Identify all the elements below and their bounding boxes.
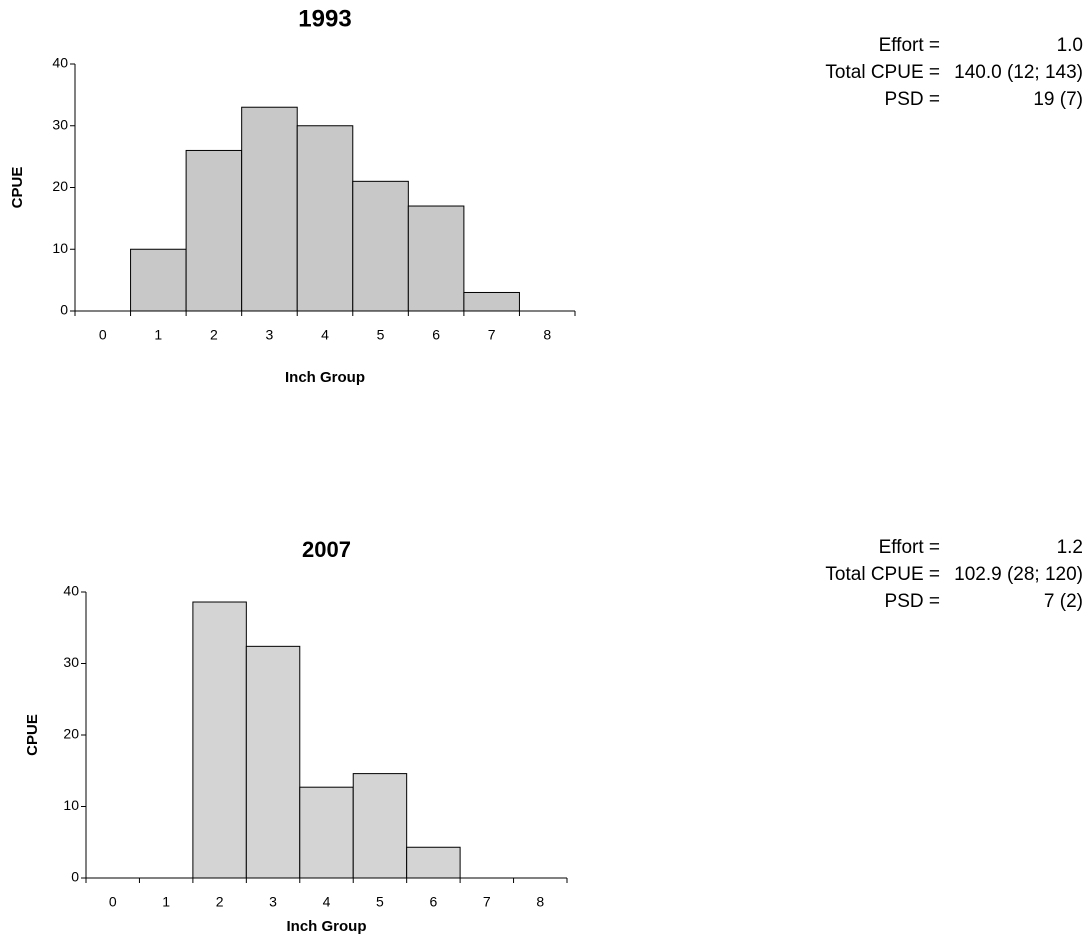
y-tick-label: 40 [63,583,79,599]
bar [130,248,187,312]
x-tick-label: 0 [109,894,117,910]
x-tick-label: 3 [266,327,274,343]
y-tick-label: 40 [52,55,68,71]
stat-label: PSD = [885,591,940,612]
x-tick-label: 5 [377,327,385,343]
x-tick-label: 7 [488,327,496,343]
bar [245,645,301,879]
y-tick-label: 30 [63,654,79,670]
bar [192,601,247,879]
x-tick-label: 7 [483,894,491,910]
x-tick-label: 6 [429,894,437,910]
y-tick-label: 30 [52,116,68,132]
x-tick-label: 2 [210,327,218,343]
y-tick-label: 10 [63,797,79,813]
bar [299,786,354,879]
y-tick-label: 20 [63,726,79,742]
bar [296,125,354,312]
stat-label: PSD = [885,89,940,110]
bar [352,773,408,879]
x-tick-label: 4 [321,327,329,343]
y-tick-label: 20 [52,178,68,194]
stat-label: Total CPUE = [825,62,940,83]
y-axis-label: CPUE [9,167,26,209]
stat-label: Total CPUE = [825,564,940,585]
stat-value: 140.0 (12; 143) [954,62,1083,83]
stat-label: Effort = [879,35,940,56]
stat-value: 102.9 (28; 120) [954,564,1083,585]
bar [185,149,243,312]
bar [406,846,461,879]
x-tick-label: 3 [269,894,277,910]
stat-value: 1.0 [1057,35,1083,56]
chart-title: 1993 [298,5,351,32]
x-tick-label: 8 [536,894,544,910]
bar [241,106,298,312]
stat-value: 1.2 [1057,537,1083,558]
stat-value: 19 (7) [1033,89,1083,110]
x-tick-label: 0 [99,327,107,343]
bar [352,180,409,312]
bar [407,205,465,312]
y-axis-label: CPUE [24,714,41,756]
y-tick-label: 10 [52,240,68,256]
x-tick-label: 8 [543,327,551,343]
y-tick-label: 0 [60,302,68,318]
x-axis-label: Inch Group [285,369,365,386]
x-tick-label: 1 [154,327,162,343]
x-tick-label: 6 [432,327,440,343]
stat-label: Effort = [879,537,940,558]
x-tick-label: 4 [323,894,331,910]
bar [463,291,520,312]
x-tick-label: 2 [216,894,224,910]
x-axis-label: Inch Group [287,918,367,935]
stat-value: 7 (2) [1044,591,1083,612]
chart-title: 2007 [302,537,351,562]
y-tick-label: 0 [71,869,79,885]
x-tick-label: 1 [162,894,170,910]
x-tick-label: 5 [376,894,384,910]
